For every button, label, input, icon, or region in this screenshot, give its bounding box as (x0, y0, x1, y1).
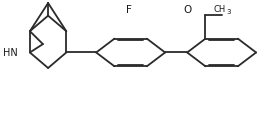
Text: F: F (126, 5, 132, 15)
Text: CH: CH (213, 5, 225, 14)
Text: HN: HN (3, 48, 18, 58)
Text: O: O (183, 5, 191, 15)
Text: 3: 3 (226, 9, 231, 15)
